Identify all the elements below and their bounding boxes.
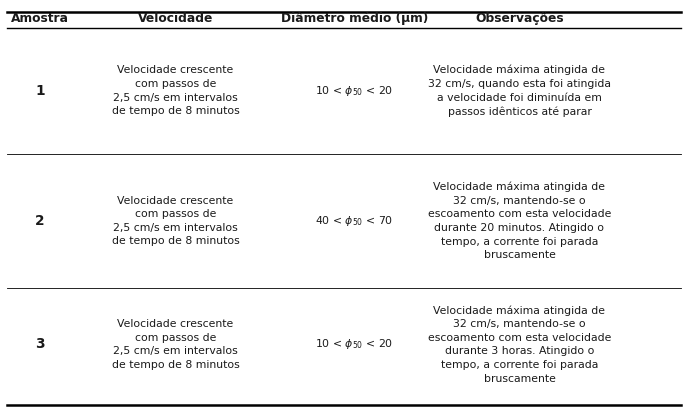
Text: Velocidade máxima atingida de
32 cm/s, quando esta foi atingida
a velocidade foi: Velocidade máxima atingida de 32 cm/s, q…	[428, 65, 611, 117]
Text: Diâmetro médio (μm): Diâmetro médio (μm)	[281, 12, 428, 25]
Text: Amostra: Amostra	[11, 12, 69, 25]
Text: 40 < $\phi_{50}$ < 70: 40 < $\phi_{50}$ < 70	[315, 214, 394, 228]
Text: 2: 2	[35, 214, 45, 228]
Text: Velocidade: Velocidade	[138, 12, 213, 25]
Text: 10 < $\phi_{50}$ < 20: 10 < $\phi_{50}$ < 20	[315, 84, 394, 98]
Text: Velocidade máxima atingida de
32 cm/s, mantendo-se o
escoamento com esta velocid: Velocidade máxima atingida de 32 cm/s, m…	[428, 182, 611, 260]
Text: Velocidade máxima atingida de
32 cm/s, mantendo-se o
escoamento com esta velocid: Velocidade máxima atingida de 32 cm/s, m…	[428, 305, 611, 384]
Text: Velocidade crescente
com passos de
2,5 cm/s em intervalos
de tempo de 8 minutos: Velocidade crescente com passos de 2,5 c…	[111, 319, 239, 370]
Text: Velocidade crescente
com passos de
2,5 cm/s em intervalos
de tempo de 8 minutos: Velocidade crescente com passos de 2,5 c…	[111, 196, 239, 246]
Text: 3: 3	[35, 337, 45, 351]
Text: 10 < $\phi_{50}$ < 20: 10 < $\phi_{50}$ < 20	[315, 337, 394, 351]
Text: Velocidade crescente
com passos de
2,5 cm/s em intervalos
de tempo de 8 minutos: Velocidade crescente com passos de 2,5 c…	[111, 66, 239, 116]
Text: Observações: Observações	[475, 12, 563, 25]
Text: 1: 1	[35, 84, 45, 98]
